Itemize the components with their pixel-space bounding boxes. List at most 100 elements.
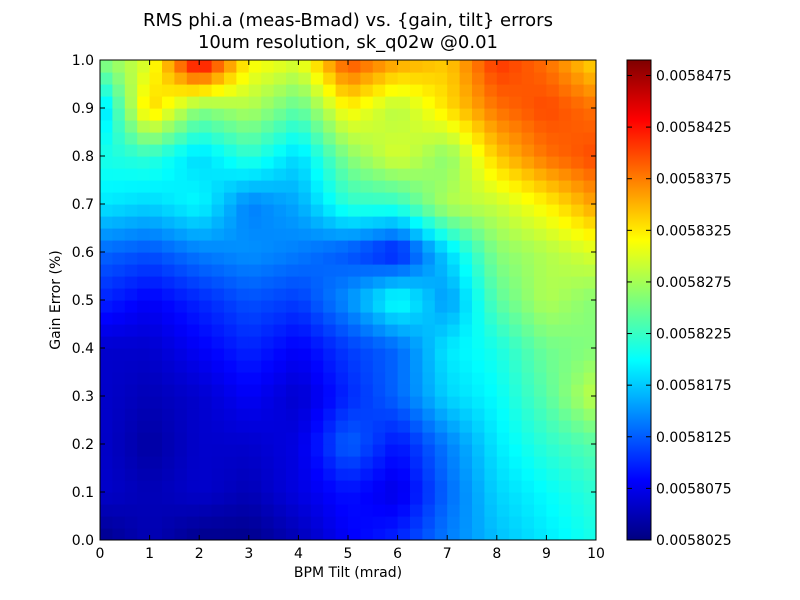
contour-cell — [459, 516, 473, 529]
contour-cell — [323, 216, 337, 229]
contour-cell — [236, 228, 250, 241]
contour-cell — [186, 120, 200, 133]
contour-cell — [546, 180, 560, 193]
contour-cell — [410, 420, 423, 433]
contour-cell — [360, 372, 374, 385]
contour-cell — [112, 288, 126, 301]
contour-cell — [434, 312, 448, 325]
contour-cell — [385, 528, 399, 540]
contour-cell — [546, 216, 560, 229]
contour-cell — [447, 348, 461, 361]
contour-cell — [124, 456, 138, 469]
contour-cell — [298, 132, 312, 145]
contour-cell — [558, 240, 572, 253]
contour-cell — [273, 324, 287, 337]
contour-cell — [310, 204, 324, 217]
contour-cell — [137, 372, 151, 385]
contour-cell — [360, 468, 374, 481]
contour-cell — [224, 300, 237, 313]
contour-cell — [162, 288, 175, 301]
contour-cell — [496, 204, 510, 217]
contour-cell — [558, 228, 572, 241]
contour-cell — [372, 372, 386, 385]
x-axis-label: BPM Tilt (mrad) — [294, 565, 402, 581]
contour-cell — [137, 492, 151, 505]
contour-cell — [558, 300, 572, 313]
contour-cell — [174, 360, 188, 373]
contour-cell — [298, 204, 312, 217]
contour-cell — [261, 336, 275, 349]
contour-cell — [509, 300, 523, 313]
contour-cell — [397, 420, 411, 433]
contour-cell — [348, 312, 361, 325]
contour-cell — [509, 120, 523, 133]
contour-cell — [286, 396, 299, 409]
y-axis-label: Gain Error (%) — [48, 250, 64, 349]
contour-cell — [534, 480, 547, 493]
contour-cell — [509, 204, 523, 217]
contour-cell — [472, 204, 485, 217]
contour-cell — [149, 312, 163, 325]
contour-cell — [434, 72, 448, 85]
contour-cell — [124, 444, 138, 457]
contour-cell — [571, 216, 585, 229]
contour-cell — [472, 492, 485, 505]
contour-cell — [372, 360, 386, 373]
contour-cell — [385, 228, 399, 241]
contour-cell — [323, 432, 337, 445]
contour-cell — [211, 324, 225, 337]
contour-cell — [124, 348, 138, 361]
contour-cell — [558, 180, 572, 193]
contour-cell — [434, 240, 448, 253]
contour-cell — [385, 204, 399, 217]
y-tick-label: 0.8 — [72, 149, 94, 165]
contour-cell — [583, 396, 596, 409]
contour-cell — [224, 408, 237, 421]
contour-cell — [186, 240, 200, 253]
contour-cell — [571, 396, 585, 409]
contour-cell — [459, 492, 473, 505]
contour-cell — [558, 336, 572, 349]
contour-cell — [447, 144, 461, 157]
contour-cell — [509, 420, 523, 433]
contour-cell — [472, 240, 485, 253]
contour-cell — [323, 360, 337, 373]
contour-cell — [211, 240, 225, 253]
contour-cell — [397, 432, 411, 445]
contour-cell — [298, 216, 312, 229]
contour-cell — [323, 420, 337, 433]
contour-cell — [186, 360, 200, 373]
contour-cell — [100, 480, 113, 493]
contour-cell — [224, 108, 237, 121]
contour-cell — [521, 468, 535, 481]
contour-cell — [534, 108, 547, 121]
contour-cell — [162, 144, 175, 157]
contour-cell — [484, 528, 498, 540]
contour-cell — [248, 240, 262, 253]
contour-cell — [583, 240, 596, 253]
contour-cell — [348, 168, 361, 181]
contour-cell — [397, 444, 411, 457]
contour-cell — [546, 444, 560, 457]
contour-cell — [459, 456, 473, 469]
y-tick-label: 1.0 — [72, 53, 94, 69]
contour-cell — [496, 132, 510, 145]
contour-cell — [534, 144, 547, 157]
contour-cell — [149, 180, 163, 193]
contour-cell — [112, 300, 126, 313]
contour-cell — [434, 300, 448, 313]
contour-cell — [385, 96, 399, 109]
contour-cell — [261, 120, 275, 133]
contour-cell — [310, 156, 324, 169]
contour-cell — [335, 192, 349, 205]
contour-cell — [323, 60, 337, 73]
contour-cell — [422, 144, 436, 157]
contour-cell — [472, 168, 485, 181]
contour-cell — [174, 408, 188, 421]
contour-cell — [323, 444, 337, 457]
contour-cell — [211, 384, 225, 397]
contour-cell — [112, 456, 126, 469]
contour-cell — [286, 144, 299, 157]
contour-cell — [174, 384, 188, 397]
